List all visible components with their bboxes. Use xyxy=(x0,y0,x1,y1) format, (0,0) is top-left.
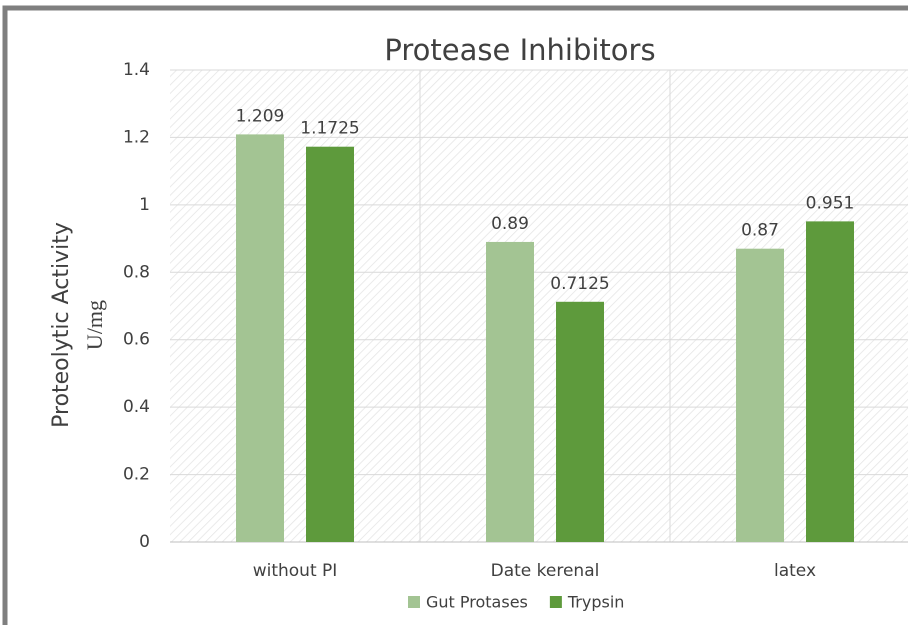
legend-swatch xyxy=(408,596,420,608)
frame xyxy=(2,5,908,625)
data-label: 0.87 xyxy=(741,221,779,241)
data-label: 0.951 xyxy=(806,193,855,213)
x-tick-label: latex xyxy=(774,561,816,581)
y-tick-label: 0.8 xyxy=(123,262,150,282)
y-tick-label: 0.4 xyxy=(123,397,150,417)
bar xyxy=(486,241,534,542)
chart-title: Protease Inhibitors xyxy=(384,33,655,67)
y-tick-label: 0 xyxy=(139,532,150,552)
bar xyxy=(556,301,604,542)
y-tick-label: 1.4 xyxy=(123,60,150,80)
data-label: 0.89 xyxy=(491,214,529,234)
y-tick-label: 0.2 xyxy=(123,465,150,485)
bar xyxy=(736,248,784,542)
y-tick-label: 1 xyxy=(139,195,150,215)
legend-label: Trypsin xyxy=(567,593,625,612)
data-label: 1.209 xyxy=(236,106,285,126)
legend-swatch xyxy=(549,596,562,608)
y-axis-label: Proteolytic Activity xyxy=(49,222,74,428)
data-label: 1.1725 xyxy=(300,119,359,139)
y-tick-label: 1.2 xyxy=(123,127,150,147)
bar xyxy=(236,134,284,542)
plot-area xyxy=(170,70,908,542)
y-tick-label: 0.6 xyxy=(123,330,150,350)
x-tick-label: Date kerenal xyxy=(491,561,600,581)
data-label: 0.7125 xyxy=(550,274,609,294)
bar xyxy=(806,221,854,542)
legend-label: Gut Protases xyxy=(426,593,528,612)
x-tick-label: without PI xyxy=(253,561,338,581)
bar xyxy=(306,146,354,542)
y-axis-unit: U/mg xyxy=(82,300,107,350)
